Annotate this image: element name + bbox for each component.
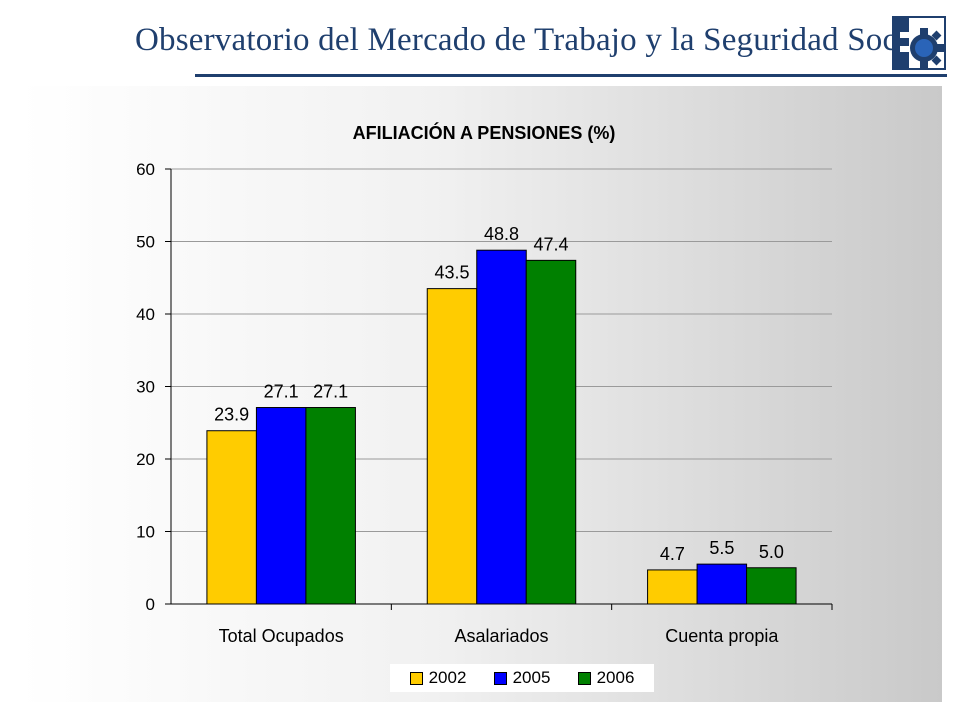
- legend-swatch: [493, 671, 507, 685]
- legend-label: 2006: [596, 668, 635, 687]
- x-category-label: Total Ocupados: [219, 626, 344, 646]
- x-category-label: Asalariados: [454, 626, 548, 646]
- bar: [206, 430, 257, 605]
- y-tick-label: 10: [136, 523, 155, 542]
- bar: [647, 569, 698, 605]
- bar: [426, 288, 478, 605]
- chart-title: AFILIACIÓN A PENSIONES (%): [353, 122, 616, 143]
- bar: [305, 407, 356, 605]
- data-label: 5.0: [759, 542, 784, 562]
- y-tick-label: 50: [136, 233, 155, 252]
- x-category-label: Cuenta propia: [665, 626, 779, 646]
- legend-label: 2002: [428, 668, 467, 687]
- y-tick-label: 20: [136, 450, 155, 469]
- y-tick-label: 30: [136, 378, 155, 397]
- data-label: 4.7: [660, 544, 685, 564]
- y-tick-label: 40: [136, 305, 155, 324]
- y-tick-label: 60: [136, 160, 155, 179]
- data-label: 5.5: [709, 538, 734, 558]
- header-rule: [195, 74, 947, 77]
- data-label: 23.9: [214, 405, 249, 425]
- data-label: 48.8: [484, 224, 519, 244]
- legend: 2002 2005 2006: [390, 664, 654, 692]
- data-label: 47.4: [533, 234, 568, 254]
- bar: [476, 249, 527, 605]
- legend-swatch: [577, 671, 591, 685]
- legend-item: 2002: [409, 668, 467, 688]
- data-label: 43.5: [434, 263, 469, 283]
- header-title: Observatorio del Mercado de Trabajo y la…: [135, 22, 931, 58]
- bar: [255, 407, 307, 605]
- legend-swatch: [409, 671, 423, 685]
- legend-item: 2005: [493, 668, 551, 688]
- legend-label: 2005: [512, 668, 551, 687]
- y-tick-label: 0: [146, 595, 155, 614]
- data-label: 27.1: [313, 382, 348, 402]
- data-label: 27.1: [264, 382, 299, 402]
- gear-logo-icon: [892, 16, 946, 70]
- bar: [525, 259, 577, 605]
- bar: [746, 567, 797, 605]
- legend-item: 2006: [577, 668, 635, 688]
- bar: [696, 563, 748, 605]
